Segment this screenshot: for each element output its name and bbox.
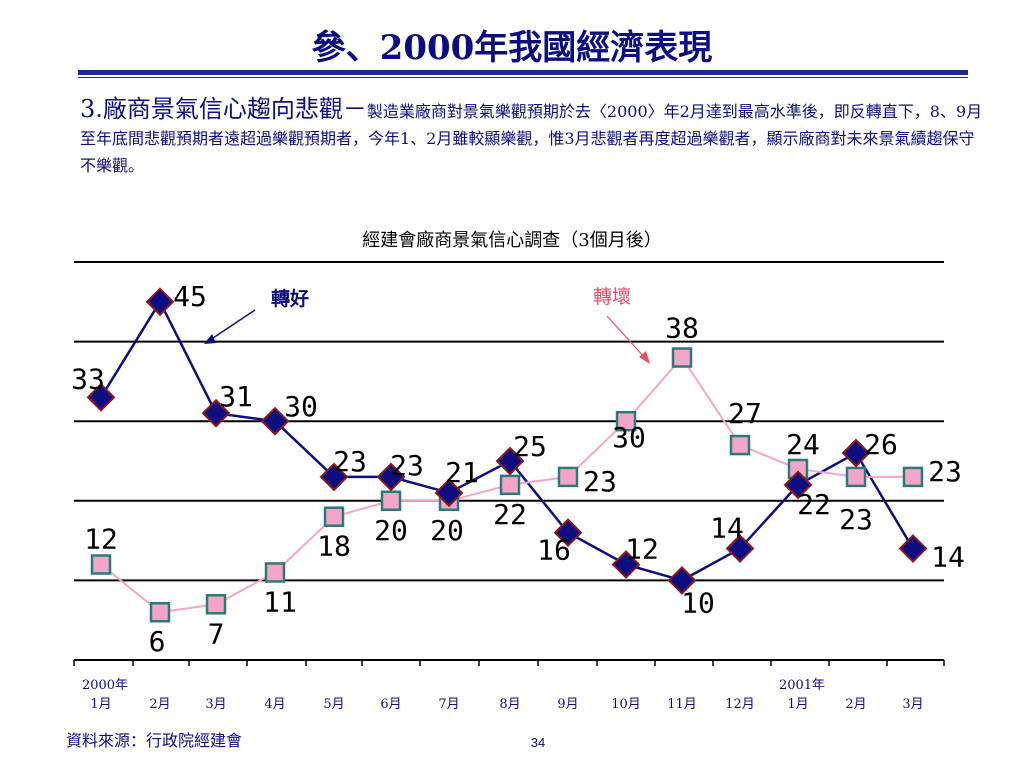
title-divider-thin [78,77,968,78]
x-tick-label: 1月 [787,697,808,712]
title-divider [78,70,968,75]
data-point-diamond [434,478,464,508]
data-label: 45 [173,280,207,313]
data-label: 33 [71,362,105,395]
data-label: 22 [493,498,527,531]
data-label: 12 [625,532,659,565]
data-label: 38 [665,312,699,345]
data-point-diamond [783,470,813,500]
data-label: 6 [149,625,166,658]
x-year-label: 2000年 [82,678,128,693]
x-tick-label: 11月 [667,697,697,712]
data-label: 22 [797,488,831,521]
x-tick-label: 12月 [725,697,755,712]
data-label: 23 [583,465,617,498]
data-point-square [615,410,637,432]
data-label: 25 [513,430,547,463]
data-point-diamond [319,462,349,492]
data-label: 30 [612,421,646,454]
heading-lead: 3.廠商景氣信心趨向悲觀－ [80,95,367,123]
data-label: 14 [931,541,965,574]
legend-arrow-bad [606,315,646,359]
legend-label-bad: 轉壞 [593,286,631,308]
x-tick-label: 8月 [499,697,520,712]
data-label: 23 [928,455,962,488]
data-label: 23 [333,445,367,478]
data-label: 12 [84,522,118,555]
x-tick-label: 5月 [323,697,344,712]
slide-heading: 3.廠商景氣信心趨向悲觀－製造業廠商對景氣樂觀預期於去〈2000〉年2月達到最高… [80,96,985,179]
x-tick-label: 2月 [149,697,170,712]
data-point-square [671,347,693,368]
data-point-diamond [495,446,525,476]
data-label: 23 [390,449,424,482]
data-point-diamond [376,462,406,492]
data-point-square [90,554,112,575]
data-point-square [264,562,286,583]
legend-arrow-good [209,309,256,341]
slide-title: 參、2000年我國經濟表現 [311,28,713,68]
data-point-square [845,466,867,488]
legend-label-good: 轉好 [271,287,309,310]
legend-arrowhead-good [204,334,216,344]
data-point-square [557,466,579,488]
data-label: 30 [284,390,318,423]
data-label: 14 [710,512,744,545]
data-point-diamond [841,438,871,468]
data-point-diamond [553,518,583,548]
source-note: 資料來源：行政院經建會 [66,731,243,750]
data-point-diamond [260,406,290,436]
data-point-diamond [201,398,231,428]
data-label: 27 [728,397,762,430]
data-label: 16 [537,534,571,567]
x-tick-label: 3月 [902,697,923,712]
data-point-square [902,466,924,488]
page-number: 34 [530,735,546,750]
data-point-diamond [86,382,116,412]
x-tick-label: 6月 [380,697,401,712]
data-label: 18 [317,530,351,563]
x-tick-label: 10月 [611,697,641,712]
x-year-label: 2001年 [779,678,825,693]
data-label: 11 [263,585,297,618]
chart-title: 經建會廠商景氣信心調查（3個月後） [362,230,662,251]
x-tick-label: 1月 [90,697,111,712]
data-label: 21 [445,456,479,489]
data-label: 20 [374,514,408,547]
data-point-square [729,434,751,456]
data-label: 20 [430,514,464,547]
x-tick-label: 9月 [557,697,578,712]
data-label: 23 [839,503,873,536]
data-label: 26 [864,428,898,461]
legend-arrowhead-bad [639,351,650,364]
data-point-diamond [611,550,641,579]
heading-body: 製造業廠商對景氣樂觀預期於去〈2000〉年2月達到最高水準後，即反轉直下，8、9… [80,102,983,175]
x-tick-label: 4月 [264,697,285,712]
data-label: 31 [219,380,253,413]
data-label: 10 [681,586,715,619]
data-point-diamond [145,287,175,317]
data-point-square [205,594,227,615]
data-label: 24 [786,428,820,461]
data-point-square [323,506,345,527]
data-point-diamond [667,565,697,595]
data-point-diamond [898,534,928,563]
x-tick-label: 7月 [438,697,459,712]
data-point-square [149,601,171,623]
x-tick-label: 3月 [205,697,226,712]
data-label: 7 [208,617,225,650]
data-point-diamond [725,534,755,563]
x-tick-label: 2月 [845,697,866,712]
data-point-square [499,474,521,496]
data-point-square [380,490,402,512]
